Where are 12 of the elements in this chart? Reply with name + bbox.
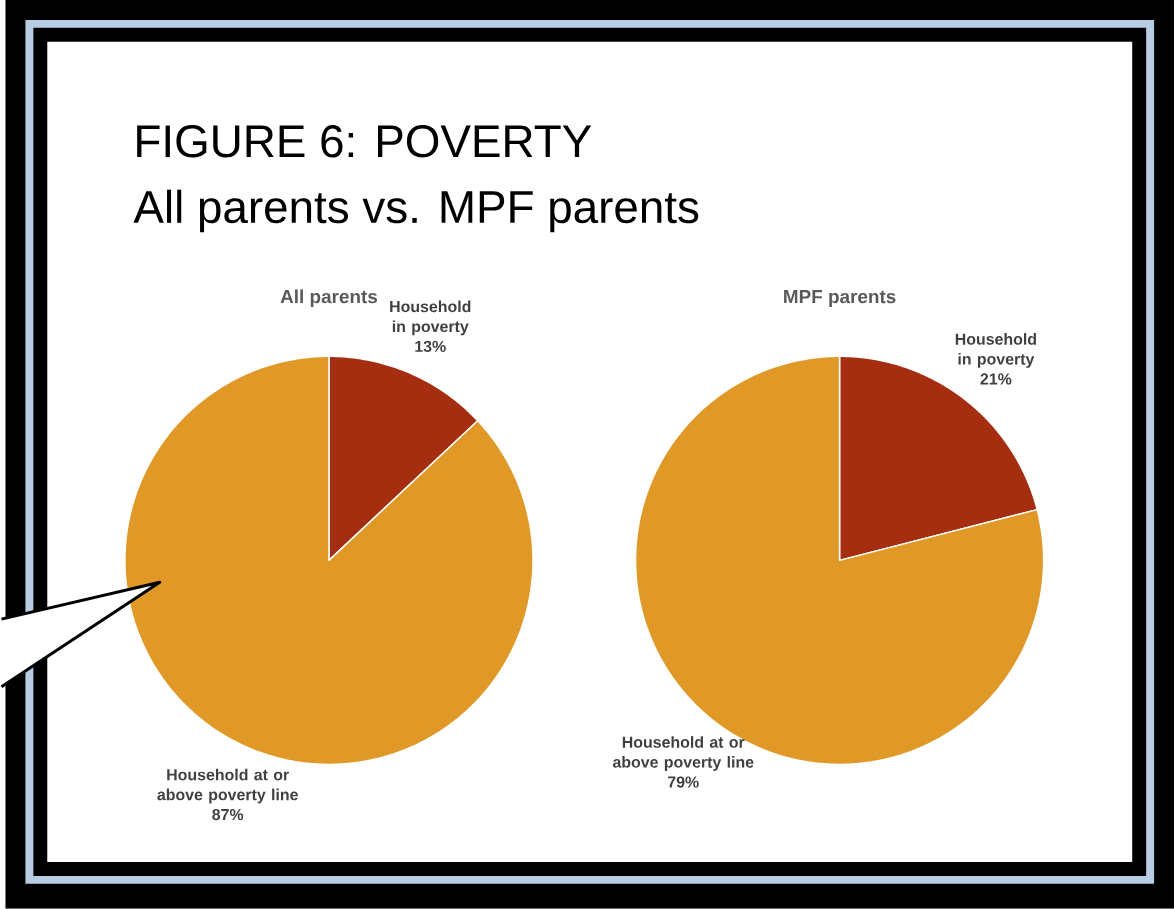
data-label: 87%: [212, 809, 244, 821]
text: FIGURE 6: POVERTY: [137, 125, 592, 158]
text: All parents vs. MPF parents: [133, 189, 699, 233]
data-label: 21%: [980, 373, 1012, 385]
chart-title: MPF parents: [784, 290, 896, 308]
chart-title: All parents: [280, 289, 378, 308]
slice-label: Household at or above poverty line: [157, 768, 298, 804]
slice-label: Household at or above poverty line: [612, 736, 754, 772]
data-label: 13%: [415, 340, 446, 353]
slice-label: Household in poverty: [955, 333, 1036, 368]
data-label: 79%: [668, 776, 699, 788]
slice-label: Household in poverty: [390, 300, 471, 336]
